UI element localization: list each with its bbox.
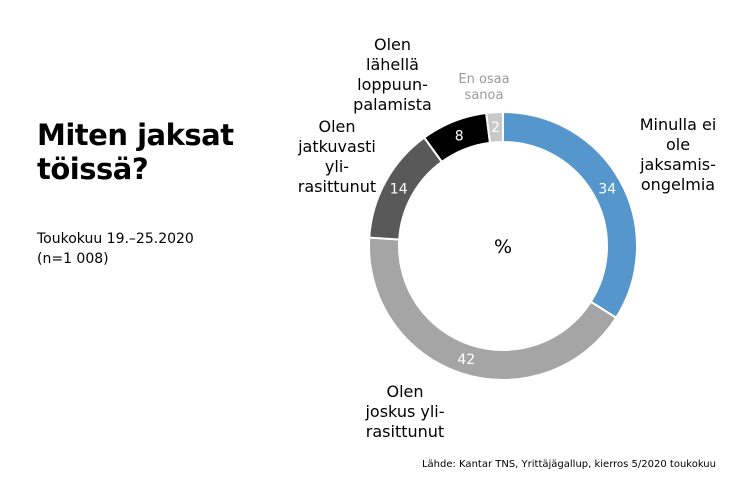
slice-label-1: Olen joskus yli- rasittunut — [365, 382, 445, 441]
donut-slice-1 — [368, 236, 618, 381]
slice-label-3: Olen lähellä loppuun- palamista — [353, 35, 432, 114]
slice-value-0: 34 — [598, 182, 616, 198]
slice-label-0: Minulla ei ole jaksamis- ongelmia — [639, 115, 717, 194]
slice-label-2: Olen jatkuvasti yli- rasittunut — [297, 117, 377, 196]
center-unit-label: % — [494, 236, 512, 258]
page-title: Miten jaksat töissä? — [37, 118, 234, 186]
sample-size: (n=1 008) — [37, 251, 109, 267]
survey-date: Toukokuu 19.–25.2020 — [37, 231, 194, 247]
slice-value-1: 42 — [457, 352, 475, 368]
slice-value-3: 8 — [455, 128, 464, 144]
slice-label-4: En osaa sanoa — [458, 72, 510, 103]
donut-slice-0 — [502, 110, 638, 320]
donut-slice-4 — [485, 110, 504, 144]
source-note: Lähde: Kantar TNS, Yrittäjägallup, kierr… — [421, 459, 716, 470]
slice-value-2: 14 — [390, 182, 408, 198]
survey-info: Toukokuu 19.–25.2020 (n=1 008) — [37, 229, 277, 269]
slice-value-4: 2 — [491, 120, 500, 136]
